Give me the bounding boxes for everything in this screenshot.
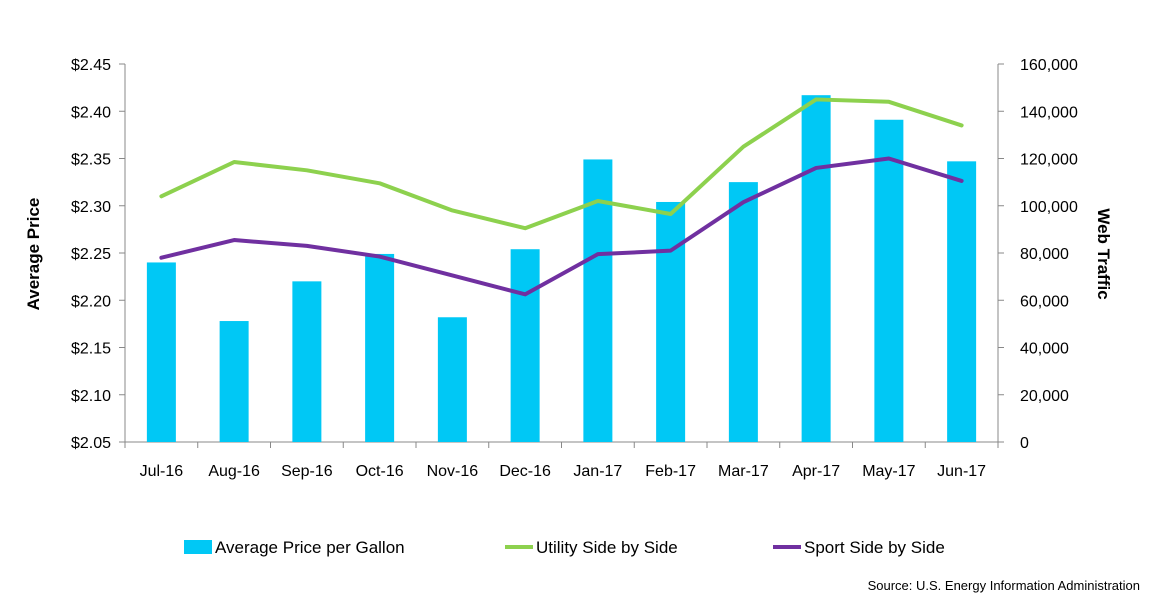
legend-swatch <box>184 540 212 554</box>
y-tick-label: $2.45 <box>71 57 111 74</box>
legend: Average Price per Gallon Utility Side by … <box>184 538 945 557</box>
y-tick-label: $2.10 <box>71 388 111 405</box>
y2-tick-label: 60,000 <box>1020 293 1069 310</box>
bar <box>947 161 977 442</box>
series-line-sport-side-by-side <box>159 156 964 297</box>
y2-axis-title: Web Traffic <box>1094 208 1113 299</box>
x-tick-label: Jul-16 <box>140 463 184 480</box>
source-note: Source: U.S. Energy Information Administ… <box>867 578 1140 593</box>
x-tick-label: Oct-16 <box>356 463 404 480</box>
x-tick-label: Nov-16 <box>427 463 479 480</box>
bar <box>146 262 176 442</box>
y-tick-label: $2.40 <box>71 104 111 121</box>
y-axis-title: Average Price <box>24 198 43 311</box>
y2-tick-label: 140,000 <box>1020 104 1078 121</box>
line-series <box>159 97 964 297</box>
y2-tick-label: 20,000 <box>1020 388 1069 405</box>
y2-tick-label: 80,000 <box>1020 246 1069 263</box>
legend-label: Sport Side by Side <box>804 538 945 557</box>
x-tick-label: Jun-17 <box>937 463 986 480</box>
x-tick-label: Feb-17 <box>645 463 696 480</box>
bar-series <box>146 95 977 442</box>
bar <box>510 249 540 442</box>
x-tick-label: Mar-17 <box>718 463 769 480</box>
x-tick-label: Apr-17 <box>792 463 840 480</box>
bar <box>656 201 686 442</box>
y-tick-label: $2.35 <box>71 152 111 169</box>
x-tick-label: Sep-16 <box>281 463 333 480</box>
y2-tick-label: 160,000 <box>1020 57 1078 74</box>
legend-label: Utility Side by Side <box>536 538 678 557</box>
y-tick-label: $2.20 <box>71 293 111 310</box>
legend-label: Average Price per Gallon <box>215 538 405 557</box>
series-line-utility-side-by-side <box>159 97 964 231</box>
y2-tick-label: 100,000 <box>1020 199 1078 216</box>
x-tick-label: Aug-16 <box>208 463 260 480</box>
y2-tick-label: 40,000 <box>1020 341 1069 358</box>
y-tick-label: $2.25 <box>71 246 111 263</box>
y-tick-label: $2.30 <box>71 199 111 216</box>
x-tick-label: May-17 <box>862 463 915 480</box>
bar <box>365 253 395 442</box>
bar <box>292 281 322 442</box>
tick-labels: $2.05 $2.10 $2.15 $2.20 $2.25 $2.30 $2.35 $2.40… <box>71 57 1078 480</box>
y2-tick-label: 120,000 <box>1020 152 1078 169</box>
y-tick-label: $2.15 <box>71 341 111 358</box>
bar <box>728 182 758 442</box>
axes <box>119 63 1004 448</box>
bar <box>874 119 904 442</box>
bar <box>801 95 831 442</box>
bar <box>437 317 467 442</box>
y-tick-label: $2.05 <box>71 435 111 452</box>
x-tick-label: Dec-16 <box>499 463 551 480</box>
bar <box>219 321 249 442</box>
y2-tick-label: 0 <box>1020 435 1029 452</box>
x-tick-label: Jan-17 <box>573 463 622 480</box>
